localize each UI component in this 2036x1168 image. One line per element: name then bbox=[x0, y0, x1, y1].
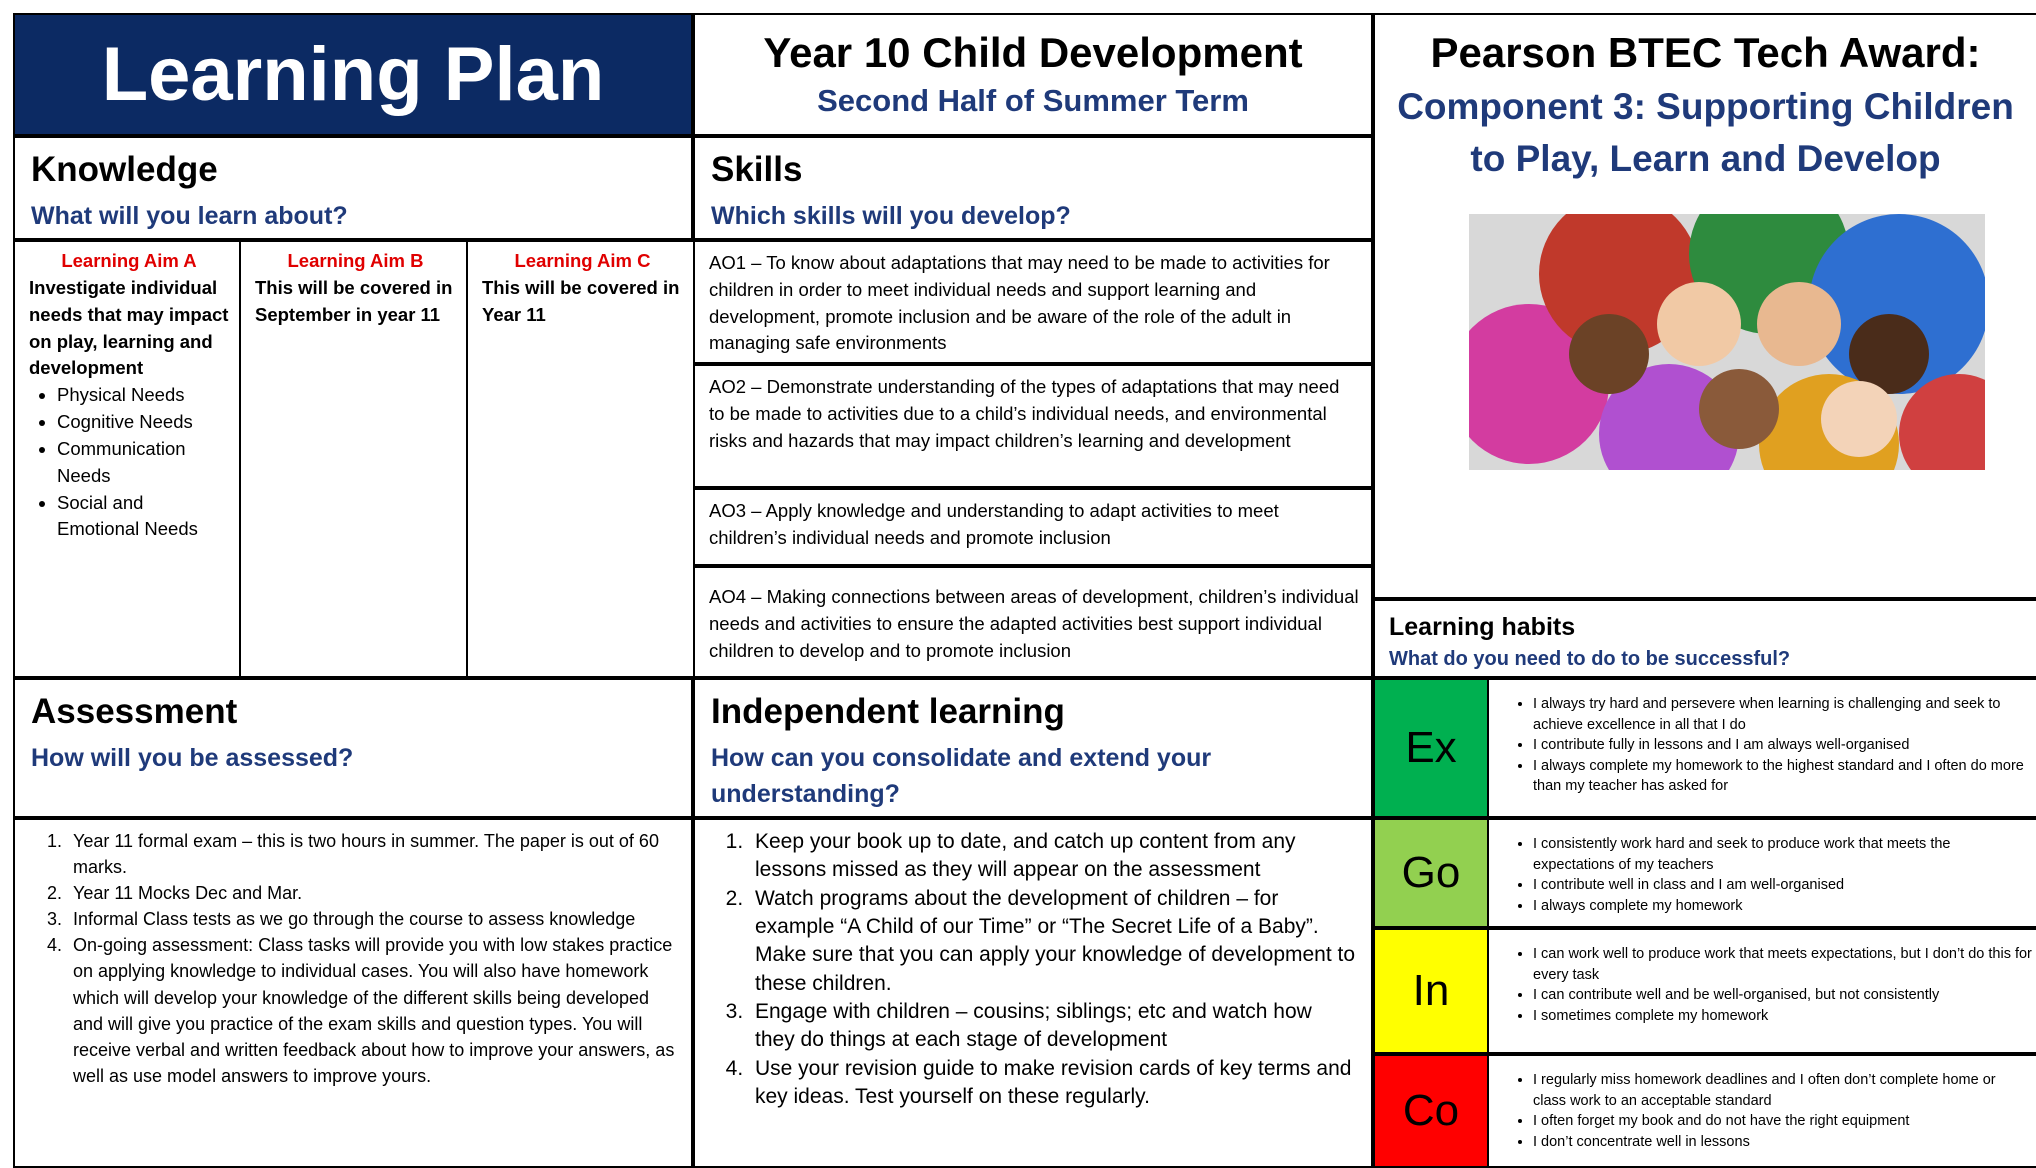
title: Learning Plan bbox=[101, 32, 605, 117]
list-item: Year 11 Mocks Dec and Mar. bbox=[67, 880, 677, 906]
aim: Learning Aim A Investigate individual nee… bbox=[13, 240, 241, 678]
list-item: Year 11 formal exam – this is two hours … bbox=[67, 828, 677, 880]
bullet: Social and Emotional Needs bbox=[57, 490, 229, 544]
independent-header: Independent learning How can you consoli… bbox=[693, 678, 1373, 818]
aim-label: Learning Aim A bbox=[61, 250, 197, 271]
level-text: I always try hard and persevere when lea… bbox=[1487, 678, 2036, 818]
level-text: I consistently work hard and seek to pro… bbox=[1487, 818, 2036, 928]
knowledge-header: Knowledge What will you learn about? bbox=[13, 136, 693, 240]
list-item: Engage with children – cousins; siblings… bbox=[749, 998, 1357, 1055]
skill: AO2 – Demonstrate understanding of the t… bbox=[693, 364, 1373, 488]
level-text: I can work well to produce work that mee… bbox=[1487, 928, 2036, 1054]
aim-bullets: Physical NeedsCognitive NeedsCommunicati… bbox=[29, 382, 229, 543]
children-photo bbox=[1469, 214, 1985, 470]
term: Second Half of Summer Term bbox=[817, 83, 1249, 118]
assessment-header: Assessment How will you be assessed? bbox=[13, 678, 693, 818]
list-item: Keep your book up to date, and catch up … bbox=[749, 828, 1357, 885]
subheading: How will you be assessed? bbox=[31, 744, 354, 772]
level-bullets: I can work well to produce work that mee… bbox=[1503, 944, 2032, 1026]
level-bullets: I consistently work hard and seek to pro… bbox=[1503, 834, 2032, 916]
skill: AO3 – Apply knowledge and understanding … bbox=[693, 488, 1373, 566]
level-text: I regularly miss homework deadlines and … bbox=[1487, 1054, 2036, 1168]
aim-label: Learning Aim C bbox=[514, 250, 651, 271]
habits-header: Learning habits What do you need to do t… bbox=[1373, 599, 2036, 678]
aim: Learning Aim B This will be covered in Se… bbox=[239, 240, 468, 678]
list-item: On-going assessment: Class tasks will pr… bbox=[67, 932, 677, 1089]
skill: AO4 – Making connections between areas o… bbox=[693, 566, 1373, 678]
skill: AO1 – To know about adaptations that may… bbox=[693, 240, 1373, 364]
aim: Learning Aim C This will be covered in Ye… bbox=[466, 240, 695, 678]
bullet: I consistently work hard and seek to pro… bbox=[1533, 834, 2032, 875]
subheading: How can you consolidate and extend your … bbox=[711, 744, 1212, 809]
subheading: What do you need to do to be successful? bbox=[1389, 648, 1791, 670]
bullet: I don’t concentrate well in lessons bbox=[1533, 1132, 2032, 1153]
subheading: What will you learn about? bbox=[31, 202, 348, 230]
qualification: Pearson BTEC Tech Award: bbox=[1430, 29, 1981, 76]
aim-title: This will be covered in September in yea… bbox=[255, 277, 453, 325]
level-code: In bbox=[1373, 928, 1489, 1054]
list-item: Use your revision guide to make revision… bbox=[749, 1055, 1357, 1112]
heading: Independent learning bbox=[711, 692, 1065, 731]
bullet: Physical Needs bbox=[57, 382, 229, 409]
assessment-list: Year 11 formal exam – this is two hours … bbox=[13, 818, 693, 1168]
level-code: Go bbox=[1373, 818, 1489, 928]
bullet: Cognitive Needs bbox=[57, 409, 229, 436]
subheading: Which skills will you develop? bbox=[711, 202, 1071, 230]
qualification-box: Pearson BTEC Tech Award: Component 3: Su… bbox=[1373, 13, 2036, 599]
level-bullets: I always try hard and persevere when lea… bbox=[1503, 694, 2032, 797]
bullet: Communication Needs bbox=[57, 436, 229, 490]
title-box: Learning Plan bbox=[13, 13, 693, 136]
course-title: Year 10 Child Development bbox=[763, 29, 1303, 76]
level-bullets: I regularly miss homework deadlines and … bbox=[1503, 1070, 2032, 1152]
heading: Assessment bbox=[31, 692, 238, 731]
heading: Skills bbox=[711, 150, 803, 189]
bullet: I contribute fully in lessons and I am a… bbox=[1533, 735, 2032, 756]
level-code: Co bbox=[1373, 1054, 1489, 1168]
bullet: I can contribute well and be well-organi… bbox=[1533, 985, 2032, 1006]
bullet: I often forget my book and do not have t… bbox=[1533, 1111, 2032, 1132]
list-item: Watch programs about the development of … bbox=[749, 885, 1357, 998]
bullet: I regularly miss homework deadlines and … bbox=[1533, 1070, 2032, 1111]
heading: Learning habits bbox=[1389, 613, 1576, 641]
aim-title: Investigate individual needs that may im… bbox=[29, 277, 229, 379]
aim-label: Learning Aim B bbox=[287, 250, 424, 271]
heading: Knowledge bbox=[31, 150, 218, 189]
bullet: I always complete my homework bbox=[1533, 896, 2032, 917]
list-item: Informal Class tests as we go through th… bbox=[67, 906, 677, 932]
component: Component 3: Supporting Children to Play… bbox=[1397, 86, 2014, 179]
level-code: Ex bbox=[1373, 678, 1489, 818]
course-box: Year 10 Child Development Second Half of… bbox=[693, 13, 1373, 136]
bullet: I contribute well in class and I am well… bbox=[1533, 875, 2032, 896]
bullet: I always complete my homework to the hig… bbox=[1533, 756, 2032, 797]
bullet: I sometimes complete my homework bbox=[1533, 1006, 2032, 1027]
aim-title: This will be covered in Year 11 bbox=[482, 277, 680, 325]
bullet: I always try hard and persevere when lea… bbox=[1533, 694, 2032, 735]
bullet: I can work well to produce work that mee… bbox=[1533, 944, 2032, 985]
skills-header: Skills Which skills will you develop? bbox=[693, 136, 1373, 240]
independent-list: Keep your book up to date, and catch up … bbox=[693, 818, 1373, 1168]
